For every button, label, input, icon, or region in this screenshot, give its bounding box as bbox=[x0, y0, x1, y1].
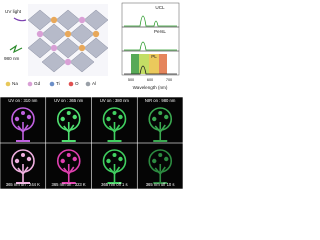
panel-label: PL bbox=[151, 54, 157, 59]
photo-label: UV on : 365 nm bbox=[54, 98, 84, 103]
photo: 365 nm on : 244 K bbox=[0, 143, 46, 189]
legend: Na Gd Ti O Al bbox=[5, 81, 96, 87]
photo-label: 365 nm on : 323 K bbox=[52, 182, 86, 187]
uv-label: UV light bbox=[5, 9, 22, 14]
legend-label: Gd bbox=[34, 81, 41, 86]
photo: 365 nm off 1 s bbox=[91, 143, 137, 189]
photo-label: UV on : 380 nm bbox=[100, 98, 130, 103]
photo-label: 365 nm on : 244 K bbox=[6, 182, 40, 187]
photo-label: 365 nm off 10 s bbox=[146, 182, 175, 187]
crystal-structure bbox=[9, 4, 109, 76]
x-tick-label: 500 bbox=[128, 78, 134, 82]
panel-label: UCL bbox=[155, 5, 165, 10]
x-axis-label: Wavelength (nm) bbox=[133, 85, 168, 90]
photo: UV on : 310 nm bbox=[0, 97, 46, 143]
photo-label: 365 nm off 1 s bbox=[101, 182, 127, 187]
photo: 365 nm on : 323 K bbox=[46, 143, 92, 189]
photo: NIR on : 980 nm bbox=[137, 97, 183, 143]
spectra bbox=[121, 2, 180, 76]
photo-grid: UV on : 310 nm UV on : 365 nm UV on : 380 … bbox=[0, 97, 183, 189]
figure: UV light 980 nm Na Gd Ti O Al UCL PersL … bbox=[0, 2, 183, 189]
x-tick-label: 600 bbox=[147, 78, 153, 82]
legend-label: O bbox=[75, 81, 79, 86]
photo: UV on : 380 nm bbox=[91, 97, 137, 143]
legend-label: Na bbox=[12, 81, 18, 86]
x-tick-label: 700 bbox=[166, 78, 172, 82]
legend-label: Ti bbox=[56, 81, 60, 86]
photo: UV on : 365 nm bbox=[46, 97, 92, 143]
panel-label: PersL bbox=[154, 29, 166, 34]
photo: 365 nm off 10 s bbox=[137, 143, 183, 189]
nir-label: 980 nm bbox=[4, 56, 19, 61]
legend-label: Al bbox=[92, 81, 96, 86]
photo-label: NIR on : 980 nm bbox=[145, 98, 176, 103]
photo-label: UV on : 310 nm bbox=[8, 98, 38, 103]
